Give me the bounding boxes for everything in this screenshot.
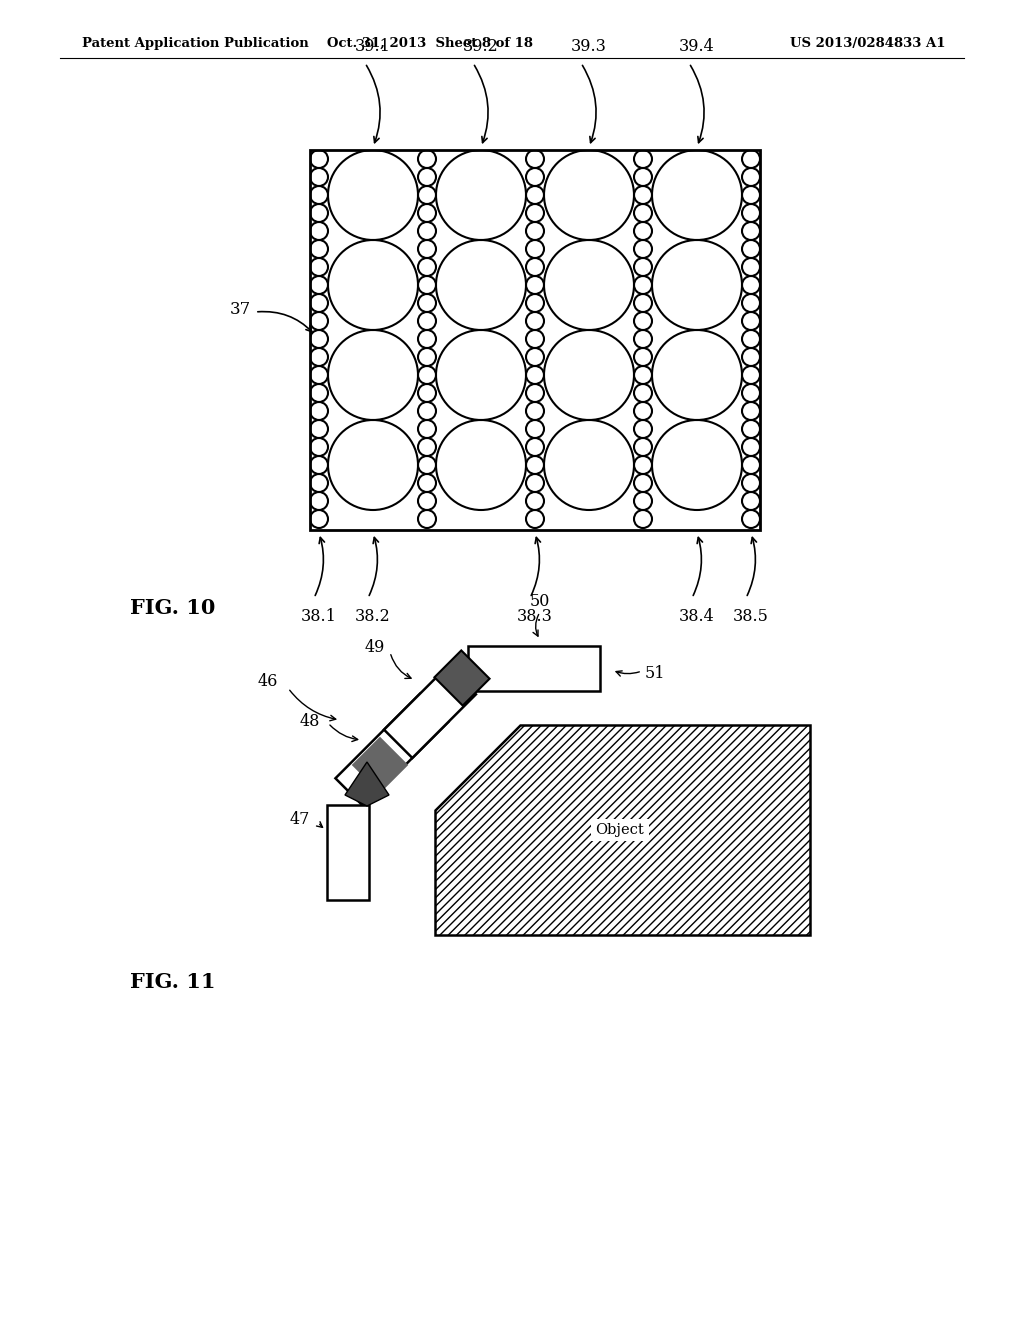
Text: 38.3: 38.3 [517, 609, 553, 624]
Text: FIG. 11: FIG. 11 [130, 972, 215, 993]
Polygon shape [345, 762, 389, 807]
Text: 37: 37 [230, 301, 251, 318]
Bar [336, 693, 449, 807]
Text: US 2013/0284833 A1: US 2013/0284833 A1 [790, 37, 945, 50]
Text: 39.2: 39.2 [463, 38, 499, 55]
Text: 38.2: 38.2 [355, 609, 391, 624]
Text: Patent Application Publication: Patent Application Publication [82, 37, 309, 50]
Text: 39.4: 39.4 [679, 38, 715, 55]
Text: FIG. 10: FIG. 10 [130, 598, 215, 618]
Text: 39.3: 39.3 [571, 38, 607, 55]
Text: Object: Object [596, 822, 644, 837]
Bar [327, 804, 369, 899]
Text: 38.5: 38.5 [733, 609, 769, 624]
Bar [468, 645, 600, 690]
Bar [310, 150, 760, 531]
Bar [434, 651, 489, 706]
Text: 47: 47 [290, 812, 310, 829]
Text: 38.1: 38.1 [301, 609, 337, 624]
Text: 39.1: 39.1 [355, 38, 391, 55]
Text: 48: 48 [300, 714, 319, 730]
Text: 49: 49 [365, 639, 385, 656]
Text: 46: 46 [258, 673, 278, 690]
Text: Oct. 31, 2013  Sheet 8 of 18: Oct. 31, 2013 Sheet 8 of 18 [327, 37, 534, 50]
Text: 51: 51 [645, 664, 666, 681]
Text: 38.4: 38.4 [679, 609, 715, 624]
Bar [384, 667, 476, 758]
Text: 50: 50 [530, 593, 550, 610]
Bar [351, 737, 409, 793]
